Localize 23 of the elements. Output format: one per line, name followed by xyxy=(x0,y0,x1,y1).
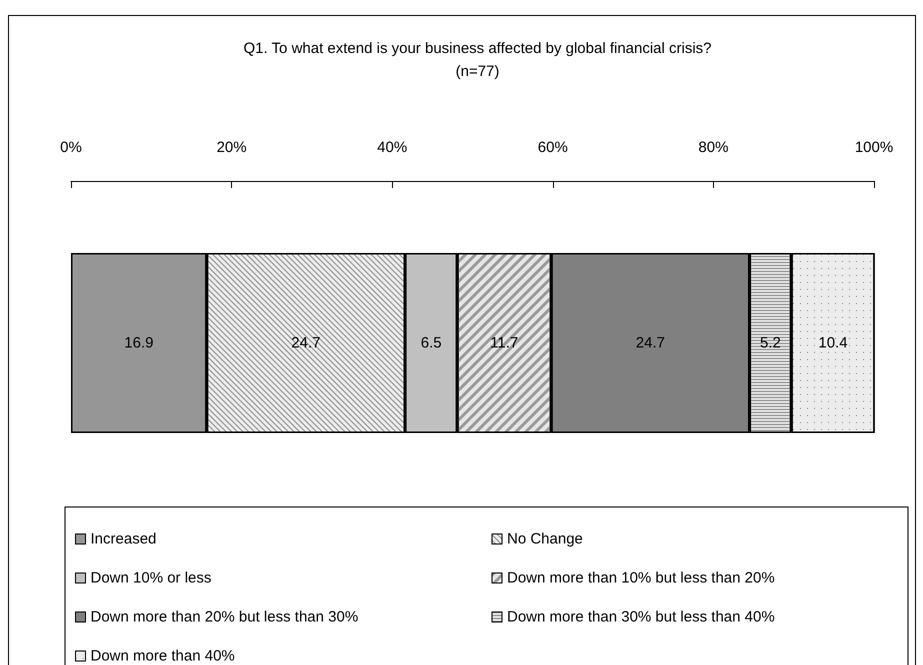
chart-title: Q1. To what extend is your business affected by global financial crisis? xyxy=(243,40,712,57)
x-tick-label: 80% xyxy=(698,139,728,156)
x-tick-label: 40% xyxy=(377,139,408,156)
x-tick-label: 0% xyxy=(60,139,82,156)
legend-label: Increased xyxy=(90,530,156,548)
data-label: 5.2 xyxy=(760,334,781,352)
chart-subtitle: (n=77) xyxy=(456,63,500,80)
data-label: 10.4 xyxy=(818,334,848,352)
data-label: 24.7 xyxy=(291,334,320,352)
data-label: 6.5 xyxy=(420,334,442,352)
data-label: 16.9 xyxy=(124,334,154,352)
x-tick-label: 20% xyxy=(216,139,247,156)
legend-label: Down more than 30% but less than 40% xyxy=(507,608,775,626)
legend-label: Down more than 20% but less than 30% xyxy=(90,608,358,626)
legend-label: Down more than 10% but less than 20% xyxy=(507,570,775,586)
x-tick-label: 60% xyxy=(538,139,568,156)
x-tick-label: 100% xyxy=(854,139,894,156)
legend-label: Down 10% or less xyxy=(90,570,212,586)
legend-label: No Change xyxy=(507,530,583,548)
data-label: 11.7 xyxy=(490,334,518,352)
legend-label: Down more than 40% xyxy=(90,648,235,664)
data-label: 24.7 xyxy=(636,334,665,352)
chart-frame: 0% 20% 40% 60% 80% 100% 16.9 24.7 6.5 11.7 24.7 5.2 10.4 Increased No Change Down 10% or less Down more than 10% but less than 20% Down more than 20% but less than 30% Down more than 30% but less than 40% Down more than 40% Q1. To what extend is your business affected by global financial crisis? (n=77) xyxy=(8,15,916,665)
